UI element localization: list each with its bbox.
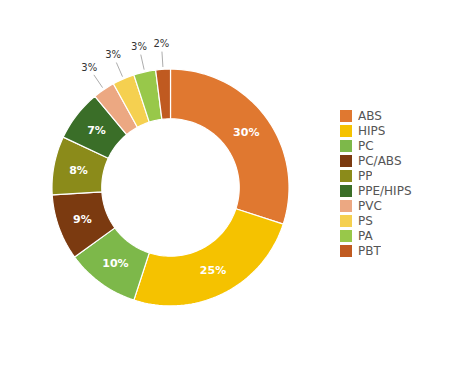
svg-text:10%: 10% [102, 257, 128, 270]
html-text:ABS: ABS [358, 109, 382, 123]
html-text:PC: PC [358, 139, 374, 153]
html-text:PBT: PBT [358, 244, 381, 258]
html-text:PC/ABS: PC/ABS [358, 154, 402, 168]
svg-text:8%: 8% [69, 163, 88, 176]
svg-text:7%: 7% [87, 124, 106, 137]
html-text:HIPS: HIPS [358, 124, 386, 138]
svg-text:3%: 3% [81, 62, 97, 73]
svg-text:3%: 3% [105, 49, 121, 60]
svg-text:30%: 30% [233, 126, 259, 139]
svg-text:9%: 9% [73, 213, 92, 226]
html-text:PS: PS [358, 214, 373, 228]
svg-text:2%: 2% [153, 38, 169, 49]
svg-text:25%: 25% [200, 264, 226, 277]
svg-text:3%: 3% [131, 41, 147, 52]
html-text:PA: PA [358, 229, 373, 243]
html-text:PP: PP [358, 169, 373, 183]
html-text:PPE/HIPS: PPE/HIPS [358, 184, 412, 198]
html-text:PVC: PVC [358, 199, 382, 213]
